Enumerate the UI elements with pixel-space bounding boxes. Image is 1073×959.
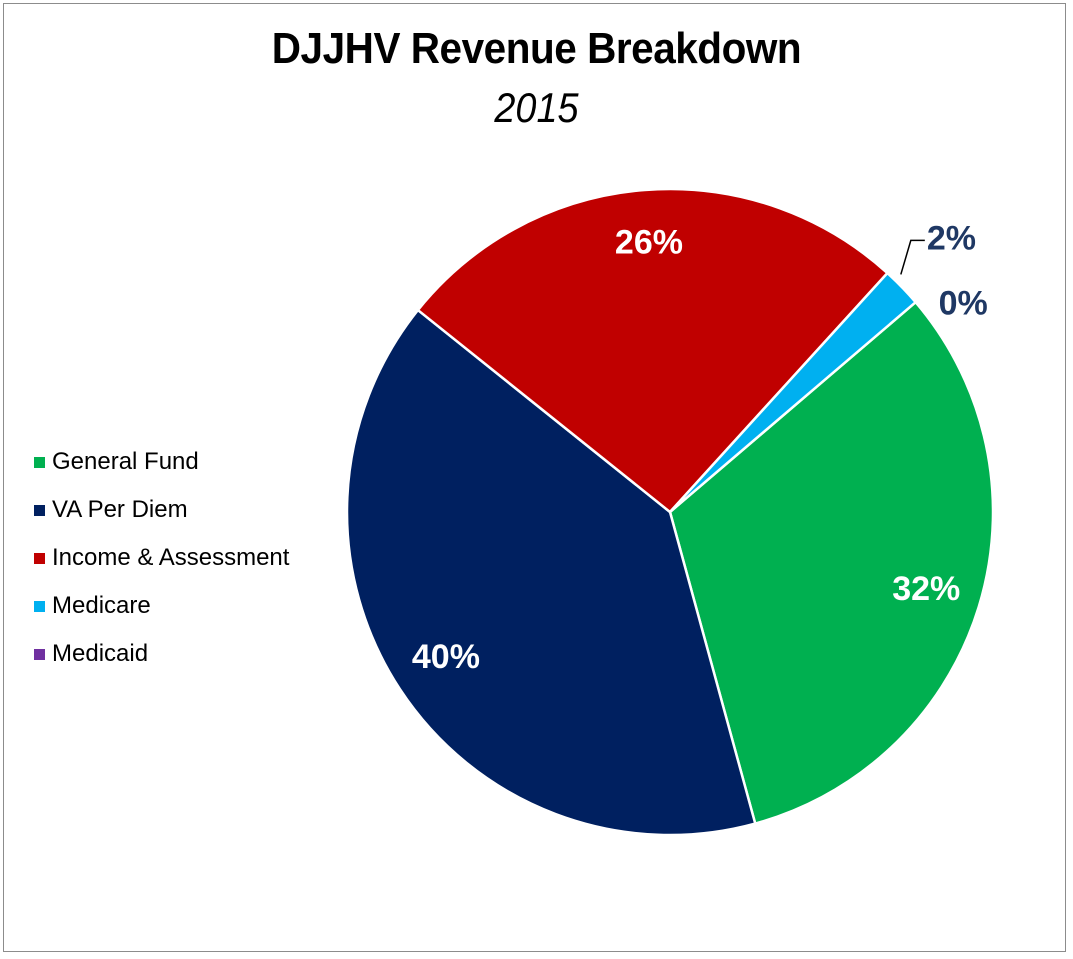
legend-item-va-per-diem: VA Per Diem xyxy=(34,486,289,534)
data-label-va-per-diem: 40% xyxy=(412,638,480,676)
data-label-medicare: 2% xyxy=(927,219,976,257)
chart-subtitle: 2015 xyxy=(494,84,579,131)
legend-label-medicare: Medicare xyxy=(52,592,151,619)
legend-swatch-va-per-diem xyxy=(34,504,45,516)
legend-swatch-income-assessment xyxy=(34,552,45,564)
pie-slice-medicare xyxy=(668,271,917,514)
pie-slice-va-per-diem xyxy=(345,308,757,837)
legend-label-medicaid: Medicaid xyxy=(52,640,149,667)
data-label-income-assessment: 26% xyxy=(615,224,683,262)
pie-slice-general-fund xyxy=(668,300,995,825)
legend-item-medicaid: Medicaid xyxy=(34,630,289,678)
legend-item-general-fund: General Fund xyxy=(34,438,289,486)
legend-item-medicare: Medicare xyxy=(34,582,289,630)
legend-label-income-assessment: Income & Assessment xyxy=(52,544,290,571)
data-label-general-fund: 32% xyxy=(892,570,960,608)
legend-label-va-per-diem: VA Per Diem xyxy=(52,496,188,523)
legend-swatch-medicaid xyxy=(34,648,45,660)
legend-swatch-general-fund xyxy=(34,456,45,468)
legend-label-general-fund: General Fund xyxy=(52,448,199,475)
data-label-medicaid: 0% xyxy=(939,285,988,323)
pie-slice-income-assessment xyxy=(416,187,889,514)
legend-item-income-assessment: Income & Assessment xyxy=(34,534,289,582)
leader-line-medicare xyxy=(900,239,925,275)
chart-legend: General Fund VA Per Diem Income & Assess… xyxy=(34,438,289,678)
legend-swatch-medicare xyxy=(34,600,45,612)
chart-title: DJJHV Revenue Breakdown xyxy=(271,24,802,73)
